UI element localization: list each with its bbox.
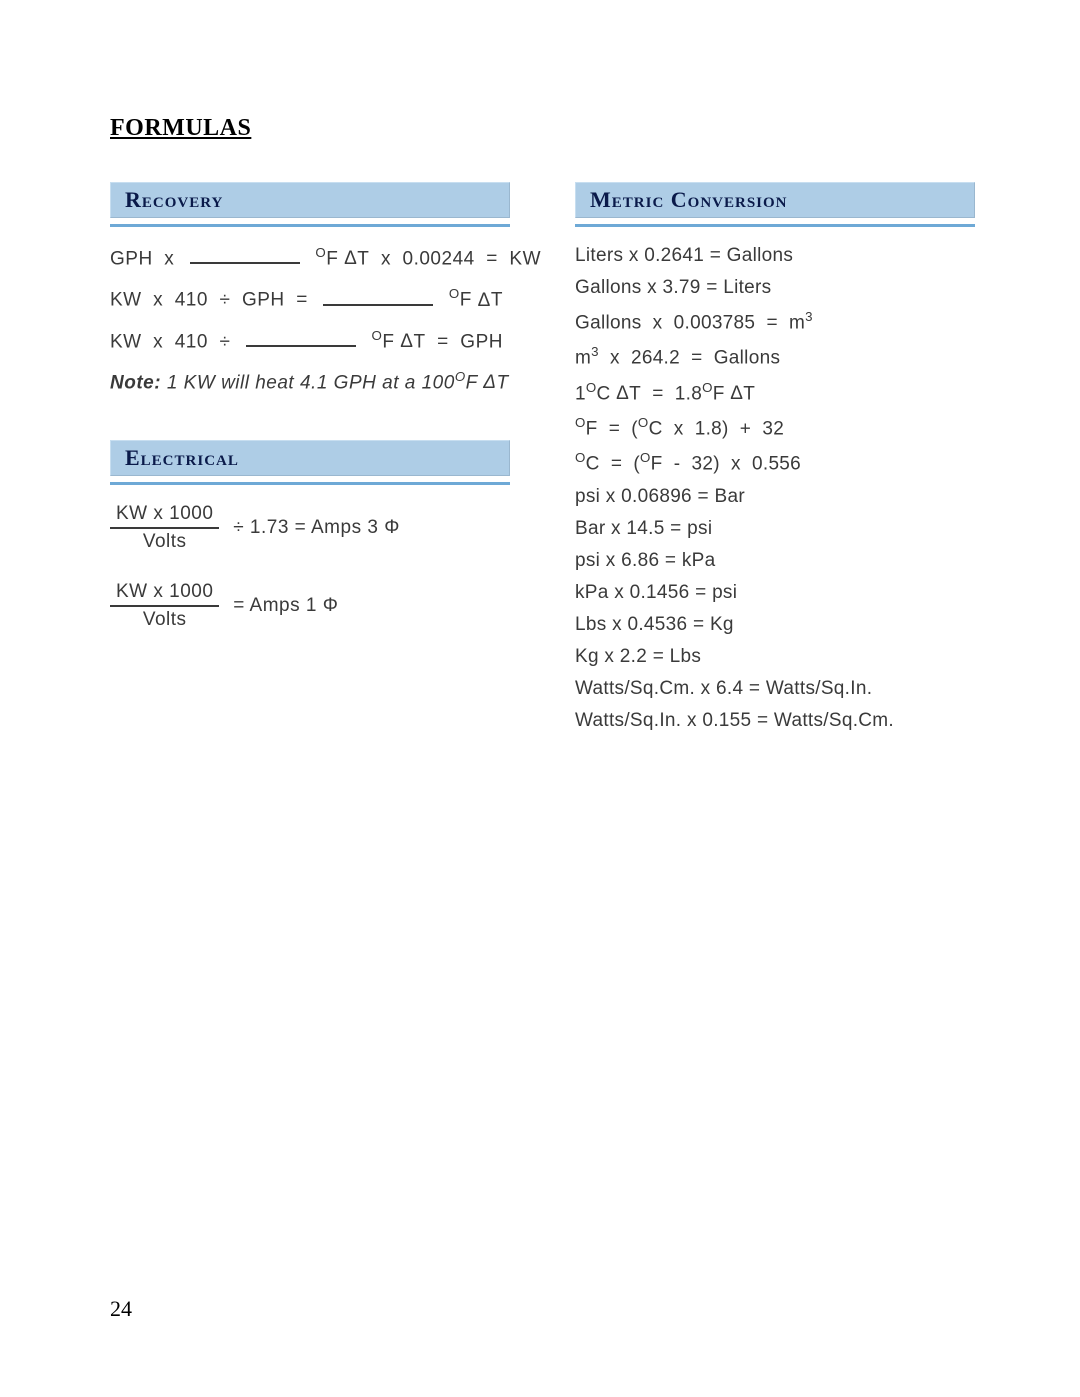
formula-rest: ÷ 1.73 = Amps 3 Φ (233, 517, 400, 539)
conv-line: Watts/Sq.In. x 0.155 = Watts/Sq.Cm. (575, 710, 975, 732)
conv-line: Lbs x 0.4536 = Kg (575, 614, 975, 636)
fraction: KW x 1000 Volts (110, 581, 219, 631)
columns: Recovery GPH x OF T x 0.00244 = KW KW x … (110, 182, 980, 742)
note-label: Note: (110, 372, 161, 393)
conv-line: kPa x 0.1456 = psi (575, 582, 975, 604)
conv-line: Gallons x 0.003785 = m3 (575, 309, 975, 334)
conv-line: m3 x 264.2 = Gallons (575, 344, 975, 369)
blank-field (190, 245, 300, 264)
metric-underline (575, 224, 975, 227)
blank-field (323, 287, 433, 306)
conv-line: psi x 6.86 = kPa (575, 550, 975, 572)
fraction: KW x 1000 Volts (110, 503, 219, 553)
right-column: Metric Conversion Liters x 0.2641 = Gall… (575, 182, 975, 742)
conv-line: Bar x 14.5 = psi (575, 518, 975, 540)
conv-line: OF = (OC x 1.8) + 32 (575, 415, 975, 440)
recovery-line-3: KW x 410 ÷ OF T = GPH (110, 328, 510, 353)
recovery-underline (110, 224, 510, 227)
metric-header: Metric Conversion (575, 182, 975, 218)
page: FORMULAS Recovery GPH x OF T x 0.00244 =… (0, 0, 1080, 1397)
conv-line: Kg x 2.2 = Lbs (575, 646, 975, 668)
recovery-line-1: GPH x OF T x 0.00244 = KW (110, 245, 510, 270)
conv-line: 1OC T = 1.8OF T (575, 380, 975, 405)
conv-line: OC = (OF - 32) x 0.556 (575, 450, 975, 475)
electrical-header: Electrical (110, 440, 510, 476)
left-column: Recovery GPH x OF T x 0.00244 = KW KW x … (110, 182, 510, 742)
spacer (110, 410, 510, 440)
recovery-header: Recovery (110, 182, 510, 218)
page-number: 24 (110, 1296, 132, 1322)
denominator: Volts (110, 605, 219, 631)
recovery-note: Note: 1 KW will heat 4.1 GPH at a 100OF … (110, 369, 510, 394)
electrical-formula-2: KW x 1000 Volts = Amps 1 Φ (110, 581, 510, 631)
conv-line: Gallons x 3.79 = Liters (575, 277, 975, 299)
formula-rest: = Amps 1 Φ (233, 595, 338, 617)
electrical-underline (110, 482, 510, 485)
conv-line: psi x 0.06896 = Bar (575, 486, 975, 508)
page-title: FORMULAS (110, 115, 980, 142)
denominator: Volts (110, 527, 219, 553)
conv-line: Watts/Sq.Cm. x 6.4 = Watts/Sq.In. (575, 678, 975, 700)
recovery-line-2: KW x 410 ÷ GPH = OF T (110, 286, 510, 311)
blank-field (246, 328, 356, 347)
numerator: KW x 1000 (110, 581, 219, 605)
electrical-formula-1: KW x 1000 Volts ÷ 1.73 = Amps 3 Φ (110, 503, 510, 553)
numerator: KW x 1000 (110, 503, 219, 527)
conv-line: Liters x 0.2641 = Gallons (575, 245, 975, 267)
